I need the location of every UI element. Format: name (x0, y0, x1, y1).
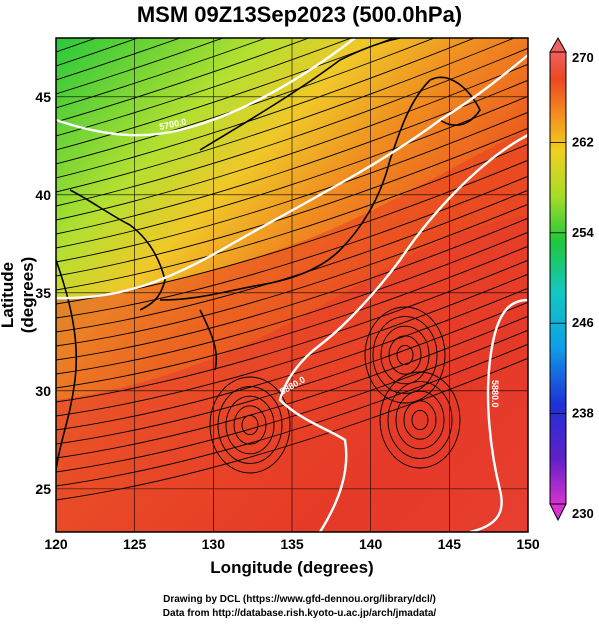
credit-drawing: Drawing by DCL (https://www.gfd-dennou.o… (163, 594, 436, 605)
streamline-31 (56, 329, 528, 473)
coast-russia (199, 38, 401, 151)
contour-label-5880-east: 5880.0 (490, 380, 500, 408)
streamline-13 (56, 63, 528, 221)
contour-5700 (56, 38, 356, 137)
streamline-7 (56, 38, 353, 137)
y-tick-30: 30 (35, 383, 51, 399)
streamline-9 (56, 38, 436, 165)
colorbar-tick-230: 230 (572, 506, 594, 521)
contour-5880-east (469, 298, 528, 532)
streamline-5 (56, 38, 268, 109)
height-contours (56, 38, 528, 532)
colorbar-tick-246: 246 (572, 315, 594, 330)
colorbar-tick-270: 270 (572, 50, 594, 65)
streamline-20 (56, 175, 528, 319)
y-tick-25: 25 (35, 481, 51, 497)
streamline-0 (56, 38, 58, 39)
y-tick-40: 40 (35, 187, 51, 203)
x-tick-140: 140 (359, 536, 383, 552)
streamline-24 (56, 231, 528, 375)
vortex-west-ring (233, 405, 267, 445)
streamline-12 (56, 47, 528, 207)
x-tick-125: 125 (123, 536, 147, 552)
streamline-22 (56, 203, 528, 347)
streamline-2 (56, 38, 139, 67)
colorbar-bottom-arrow (549, 503, 567, 522)
colorbar-scale (549, 51, 567, 505)
vortex-east-ring (379, 371, 461, 469)
x-tick-135: 135 (280, 536, 304, 552)
x-tick-145: 145 (438, 536, 462, 552)
streamline-17 (56, 127, 528, 277)
colorbar-top-arrow (549, 36, 567, 53)
streamline-10 (56, 38, 476, 179)
streamline-33 (56, 357, 528, 501)
contour-5880-west (278, 133, 528, 532)
vortex-west-ring (225, 395, 275, 455)
x-tick-120: 120 (44, 536, 68, 552)
vortex-north-ring (396, 344, 414, 366)
streamline-16 (56, 111, 528, 263)
x-tick-150: 150 (516, 536, 540, 552)
streamline-27 (56, 273, 528, 417)
coast-china (56, 259, 78, 471)
streamline-25 (56, 245, 528, 389)
y-tick-35: 35 (35, 285, 51, 301)
colorbar-tick-238: 238 (572, 406, 594, 421)
vortex-north-ring (372, 316, 438, 394)
vortex-east-ring (403, 400, 437, 440)
contour-5820 (56, 54, 528, 300)
y-axis-ticks: 25 30 35 40 45 (35, 89, 51, 497)
credit-data: Data from http://database.rish.kyoto-u.a… (162, 608, 437, 619)
vortex-east-ring (395, 390, 445, 450)
coast-korea (69, 189, 166, 311)
streamline-14 (56, 79, 528, 235)
vortex-north-ring (388, 335, 422, 375)
streamline-4 (56, 38, 225, 95)
plot-frame (55, 37, 529, 533)
colorbar-tick-262: 262 (572, 134, 594, 149)
x-tick-130: 130 (202, 536, 226, 552)
streamline-3 (56, 38, 182, 81)
chart-title: MSM 09Z13Sep2023 (500.0hPa) (136, 2, 463, 27)
y-axis-label: Latitude (degrees) (0, 256, 37, 334)
vortex-north-ring (364, 306, 446, 404)
y-tick-45: 45 (35, 89, 51, 105)
x-axis-label: Longitude (degrees) (210, 558, 374, 577)
colorbar-ticks: 270 262 254 246 238 230 (550, 50, 594, 521)
vortex-north-ring (380, 325, 430, 385)
streamline-26 (56, 259, 528, 403)
streamline-28 (56, 287, 528, 431)
vortex-east-ring (387, 381, 453, 459)
streamline-18 (56, 143, 528, 291)
coast-japan-honshu (159, 79, 431, 301)
vortex-east-ring (411, 409, 429, 431)
vortex-west-ring (241, 414, 259, 436)
x-axis-ticks: 120 125 130 135 140 145 150 (44, 536, 540, 552)
vortex-west-ring (209, 376, 291, 474)
coastlines (56, 38, 481, 471)
streamline-32 (56, 343, 528, 487)
streamline-30 (56, 315, 528, 459)
wind-streamlines (56, 38, 528, 501)
streamline-23 (56, 217, 528, 361)
streamline-11 (56, 38, 516, 193)
vortex-west-ring (217, 386, 283, 464)
colorbar-tick-254: 254 (572, 225, 594, 240)
colorbar: 270 262 254 246 238 230 (549, 36, 594, 522)
streamline-6 (56, 38, 311, 123)
coast-hokkaido (429, 76, 481, 126)
